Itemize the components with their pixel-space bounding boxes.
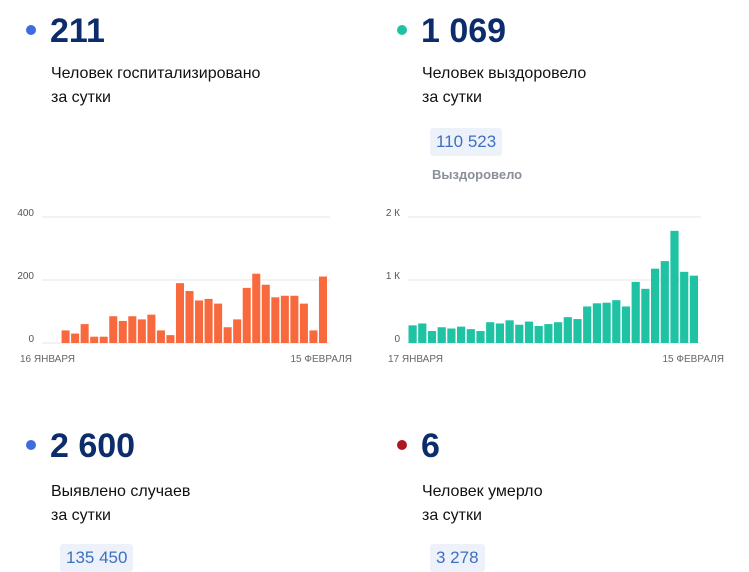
bar: [242, 287, 251, 343]
bar: [175, 283, 184, 343]
y-ticks: 0 1 К 2 К: [386, 208, 401, 345]
bar: [147, 314, 156, 343]
recovered-line1: Человек выздоровело: [422, 65, 587, 82]
bar: [318, 276, 327, 343]
bar: [280, 295, 289, 343]
cases-total-badge: 135 450: [60, 544, 134, 572]
bars: [408, 230, 698, 343]
cases-dot: [26, 440, 36, 450]
bar: [592, 303, 601, 343]
bars: [61, 273, 327, 343]
bar: [408, 325, 417, 343]
y-tick-label: 0: [394, 334, 400, 345]
deaths-dot: [397, 440, 407, 450]
hospitalized-dot: [26, 25, 36, 35]
bar: [505, 320, 514, 343]
cases-line1: Выявлено случаев: [51, 483, 191, 500]
bar: [670, 230, 679, 343]
bar: [137, 319, 146, 343]
bar: [290, 295, 299, 343]
bar: [61, 330, 70, 343]
bar: [573, 319, 582, 343]
bar: [309, 330, 318, 343]
bar: [680, 271, 689, 343]
recovered-total-label: Выздоровело: [432, 167, 523, 182]
bar: [204, 298, 213, 343]
bar: [612, 300, 621, 343]
bar: [602, 302, 611, 343]
bar: [427, 331, 437, 343]
bar: [641, 288, 650, 343]
hospitalized-value: 211: [50, 12, 105, 50]
bar: [544, 324, 553, 343]
bar: [128, 316, 137, 343]
bar: [447, 328, 456, 343]
bar: [156, 330, 165, 343]
bar: [486, 322, 495, 343]
bar: [223, 327, 232, 343]
deaths-line1: Человек умерло: [422, 483, 543, 500]
deaths-total-badge: 3 278: [430, 544, 485, 572]
x-start-label: 16 ЯНВАРЯ: [20, 354, 75, 365]
recovered-description: Человек выздоровело за сутки: [422, 62, 586, 110]
y-tick-label: 200: [17, 271, 34, 282]
bar: [524, 321, 534, 343]
hospitalized-line1: Человек госпитализировано: [51, 65, 261, 82]
bar: [631, 281, 640, 343]
recovered-dot: [397, 25, 407, 35]
bar: [261, 284, 270, 343]
x-end-label: 15 ФЕВРАЛЯ: [290, 354, 352, 365]
bar: [252, 273, 261, 343]
bar: [476, 331, 485, 343]
deaths-description: Человек умерло за сутки: [422, 480, 543, 528]
bar: [71, 333, 80, 343]
bar: [418, 323, 427, 343]
y-tick-label: 1 К: [386, 271, 400, 282]
y-tick-label: 2 К: [386, 208, 400, 219]
y-ticks: 0 200 400: [17, 208, 34, 345]
bar: [563, 317, 572, 343]
bar: [195, 300, 204, 343]
hospitalized-chart: 0 200 400 16 ЯНВАРЯ 15 ФЕВРАЛЯ: [17, 208, 352, 365]
bar: [233, 319, 242, 343]
hospitalized-description: Человек госпитализировано за сутки: [51, 62, 260, 110]
cases-value: 2 600: [50, 427, 136, 465]
recovered-chart: 0 1 К 2 К 17 ЯНВАРЯ 15 ФЕВРАЛЯ: [386, 208, 724, 365]
bar: [534, 325, 543, 343]
bar: [554, 322, 563, 343]
bar: [495, 323, 504, 343]
cases-description: Выявлено случаев за сутки: [51, 480, 190, 528]
recovered-value: 1 069: [421, 12, 507, 50]
x-end-label: 15 ФЕВРАЛЯ: [662, 354, 724, 365]
bar: [689, 275, 698, 343]
bar: [214, 303, 223, 343]
bar: [457, 326, 466, 343]
bar: [299, 303, 308, 343]
bar: [166, 335, 175, 343]
deaths-line2: за сутки: [422, 507, 482, 524]
bar: [118, 320, 127, 343]
cases-line2: за сутки: [51, 507, 111, 524]
bar: [515, 324, 524, 343]
bar: [466, 329, 475, 343]
y-tick-label: 0: [28, 334, 34, 345]
recovered-line2: за сутки: [422, 89, 482, 106]
hospitalized-line2: за сутки: [51, 89, 111, 106]
bar: [621, 306, 631, 343]
x-start-label: 17 ЯНВАРЯ: [388, 354, 443, 365]
y-tick-label: 400: [17, 208, 34, 219]
deaths-value: 6: [421, 427, 440, 465]
bar: [437, 327, 446, 343]
recovered-total-badge: 110 523: [430, 128, 503, 156]
bar: [80, 324, 89, 343]
bar: [90, 336, 99, 343]
bar: [583, 306, 592, 343]
bar: [271, 297, 280, 343]
bar: [99, 336, 108, 343]
bar: [651, 268, 660, 343]
bar: [185, 291, 194, 343]
bar: [109, 316, 118, 343]
bar: [660, 261, 669, 343]
